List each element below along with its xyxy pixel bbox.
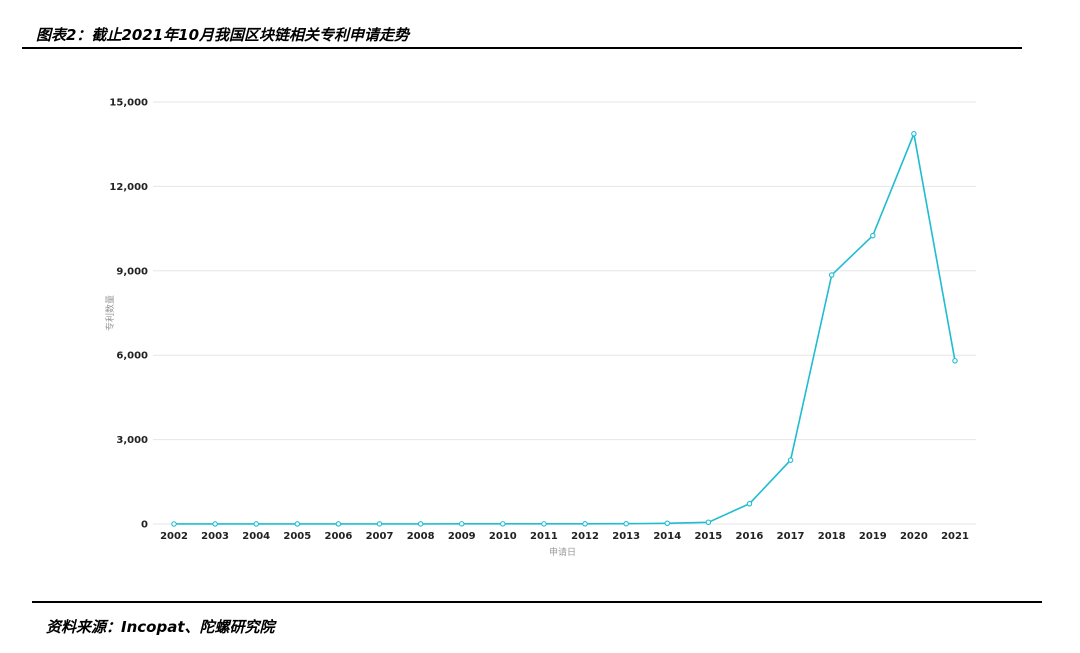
data-point	[787, 457, 794, 463]
data-point	[294, 521, 301, 527]
x-axis-ticks: 2002 2003 2004 2005 2006 2007 2008 2009 2010 2011…	[160, 531, 969, 542]
x-tick-label: 2016	[736, 531, 764, 542]
y-tick-label: 9,000	[116, 266, 148, 277]
x-axis-title: 申请日	[549, 546, 576, 558]
x-tick-label: 2019	[859, 531, 887, 542]
bottom-rule	[32, 601, 1042, 603]
y-axis-ticks: 0 3,000 6,000 9,000 12,000 15,000	[109, 98, 148, 531]
x-tick-label: 2009	[448, 531, 476, 542]
data-point	[458, 521, 465, 527]
y-tick-label: 0	[141, 520, 148, 531]
data-point	[541, 521, 547, 527]
figure-title: 图表2：截止2021年10月我国区块链相关专利申请走势	[36, 26, 410, 44]
data-point	[335, 521, 342, 527]
data-point	[705, 519, 712, 526]
y-tick-label: 12,000	[109, 182, 148, 193]
data-point	[171, 521, 177, 527]
x-tick-label: 2004	[242, 531, 270, 542]
x-tick-label: 2013	[612, 531, 640, 542]
data-point	[582, 521, 588, 527]
y-tick-label: 3,000	[116, 435, 148, 446]
x-tick-label: 2015	[694, 531, 722, 542]
grid-lines	[153, 101, 976, 525]
data-point	[253, 521, 259, 527]
x-tick-label: 2014	[653, 531, 681, 542]
x-tick-label: 2012	[571, 531, 599, 542]
data-point	[376, 521, 383, 527]
series-line	[174, 130, 956, 525]
data-point	[623, 520, 629, 527]
x-tick-label: 2010	[489, 531, 517, 542]
x-tick-label: 2007	[366, 531, 394, 542]
y-tick-label: 15,000	[109, 98, 148, 109]
x-tick-label: 2011	[530, 531, 558, 542]
data-point	[870, 232, 876, 239]
data-points	[171, 131, 958, 527]
data-point	[664, 520, 671, 527]
x-tick-label: 2020	[900, 531, 928, 542]
x-tick-label: 2018	[818, 531, 846, 542]
source-note: 资料来源：Incopat、陀螺研究院	[46, 618, 275, 636]
x-tick-label: 2005	[283, 531, 311, 542]
top-rule	[22, 47, 1022, 49]
y-axis-title: 专利数量	[104, 295, 116, 331]
data-point	[212, 521, 218, 527]
x-tick-label: 2002	[160, 531, 188, 542]
x-tick-label: 2021	[941, 531, 969, 542]
data-point	[828, 272, 835, 278]
data-point	[500, 521, 506, 527]
x-tick-label: 2008	[407, 531, 435, 542]
data-point	[911, 131, 917, 137]
data-point	[746, 500, 753, 507]
x-tick-label: 2017	[777, 531, 805, 542]
data-point	[417, 521, 424, 527]
x-tick-label: 2006	[324, 531, 352, 542]
y-tick-label: 6,000	[116, 351, 148, 362]
data-point	[952, 358, 958, 364]
x-tick-label: 2003	[201, 531, 229, 542]
